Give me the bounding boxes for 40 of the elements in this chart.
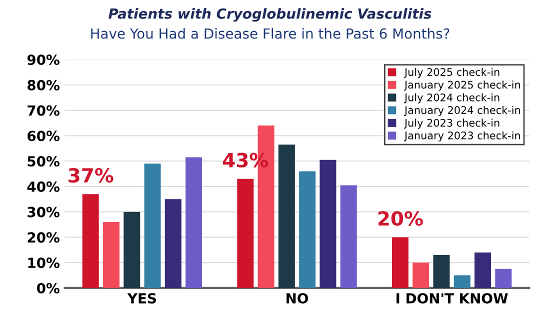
bar (299, 171, 316, 288)
bar (320, 160, 336, 288)
bar (278, 144, 295, 288)
y-tick-label: 20% (28, 232, 60, 243)
data-label: 37% (68, 168, 114, 183)
y-tick-label: 50% (28, 156, 60, 167)
bar (340, 185, 357, 288)
legend-label: July 2023 check-in (404, 118, 500, 129)
legend-label: January 2025 check-in (404, 80, 520, 91)
x-tick-label: NO (286, 293, 308, 304)
y-tick-label: 80% (28, 80, 60, 90)
y-tick-label: 90% (27, 54, 60, 66)
bar (144, 164, 161, 288)
data-label: 20% (378, 211, 423, 226)
bar (164, 199, 182, 288)
chart-subtitle: Have You Had a Disease Flare in the Past 6 Months? (91, 28, 450, 39)
bar (237, 178, 254, 288)
bar (102, 222, 120, 288)
bar (474, 252, 492, 288)
bar (412, 262, 430, 288)
bar (433, 254, 450, 288)
bar (124, 212, 140, 288)
bar (82, 194, 99, 288)
bar (454, 275, 470, 288)
bar (495, 268, 512, 288)
legend-label: January 2023 check-in (404, 131, 520, 142)
y-tick-label: 0% (37, 282, 60, 294)
legend-label: January 2024 check-in (404, 106, 520, 116)
y-tick-label: 70% (28, 105, 60, 116)
legend-label: July 2025 check-in (404, 68, 500, 78)
y-tick-label: 10% (28, 258, 60, 268)
legend-label: July 2024 check-in (404, 93, 500, 104)
x-tick-label: I DON'T KNOW (396, 293, 508, 304)
x-tick-label: YES (127, 293, 156, 304)
bar (186, 157, 202, 288)
chart-title: Patients with Cryoglobulinemic Vasculitis (108, 8, 432, 22)
y-tick-label: 40% (27, 181, 60, 192)
bar (392, 237, 408, 288)
y-tick-label: 60% (28, 130, 60, 142)
y-tick-label: 30% (28, 206, 60, 218)
